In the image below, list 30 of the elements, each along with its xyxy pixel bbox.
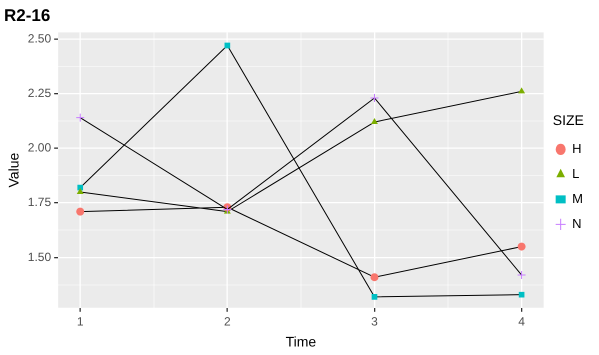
y-tick-label: 1.75	[28, 195, 52, 210]
x-axis-title: Time	[286, 333, 316, 350]
legend-label: H	[572, 140, 582, 156]
x-tick-label: 3	[371, 314, 378, 328]
point	[518, 87, 526, 94]
x-tick-label: 1	[76, 314, 84, 328]
point	[76, 188, 84, 194]
point	[372, 294, 378, 300]
point	[370, 273, 378, 282]
point	[517, 270, 526, 280]
chart-title: R2-16	[4, 6, 50, 25]
point	[518, 292, 524, 298]
x-tick-label: 2	[224, 314, 232, 328]
point	[76, 208, 84, 216]
y-tick-label: 2.25	[28, 86, 52, 100]
point	[222, 204, 232, 214]
y-tick-label: 1.50	[28, 250, 52, 264]
legend-label: L	[572, 166, 580, 181]
point	[76, 113, 85, 122]
legend-label: N	[572, 216, 582, 231]
point	[371, 118, 378, 124]
y-tick-label: 2.00	[28, 140, 52, 155]
point	[518, 242, 526, 251]
y-axis-title: Value	[5, 152, 22, 188]
y-tick-label: 2.50	[28, 31, 52, 46]
legend-label: M	[572, 190, 584, 206]
legend-title: SIZE	[552, 112, 584, 128]
point	[224, 42, 230, 48]
x-tick-label: 4	[518, 314, 526, 328]
point	[370, 93, 379, 102]
